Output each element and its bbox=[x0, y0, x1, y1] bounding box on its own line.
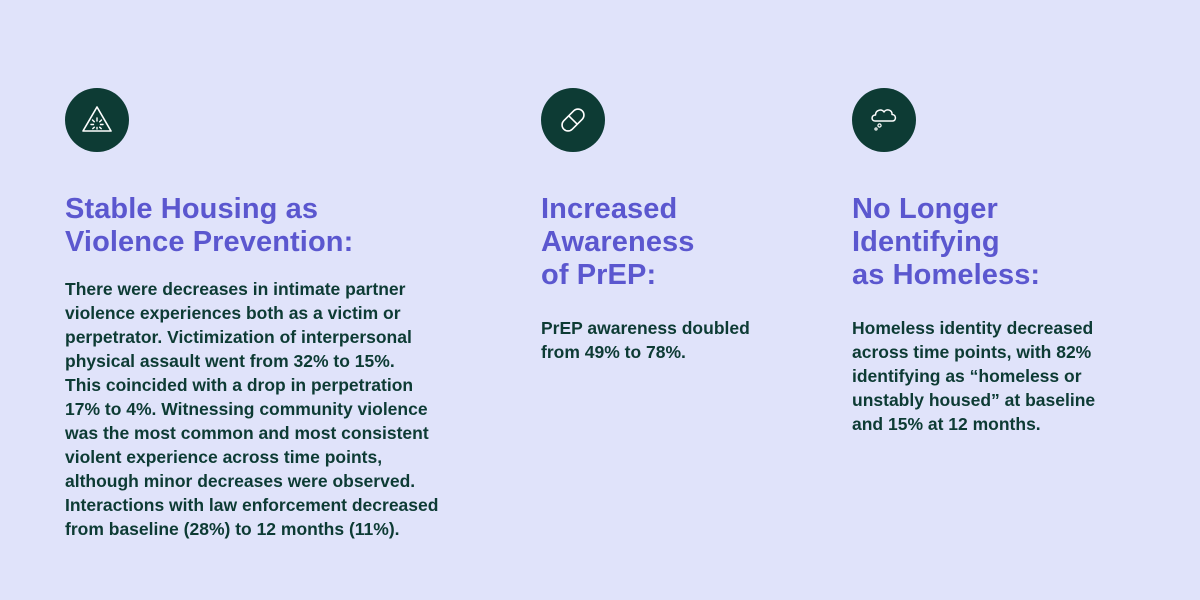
thought-cloud-icon bbox=[852, 88, 916, 152]
section-heading: Increased Awareness of PrEP: bbox=[541, 193, 695, 291]
section-body: There were decreases in intimate partner… bbox=[65, 279, 439, 539]
section-heading: No Longer Identifying as Homeless: bbox=[852, 193, 1041, 291]
section-heading: Stable Housing as Violence Prevention: bbox=[65, 193, 354, 258]
section-body: PrEP awareness doubled from 49% to 78%. bbox=[541, 318, 750, 362]
section-body: Homeless identity decreased across time … bbox=[852, 318, 1096, 434]
pill-icon bbox=[541, 88, 605, 152]
warning-triangle-icon bbox=[65, 88, 129, 152]
section-prep-awareness: Increased Awareness of PrEP: PrEP awaren… bbox=[541, 88, 801, 382]
section-homeless-identity: No Longer Identifying as Homeless: Homel… bbox=[852, 88, 1152, 454]
section-violence-prevention: Stable Housing as Violence Prevention: T… bbox=[65, 88, 495, 559]
